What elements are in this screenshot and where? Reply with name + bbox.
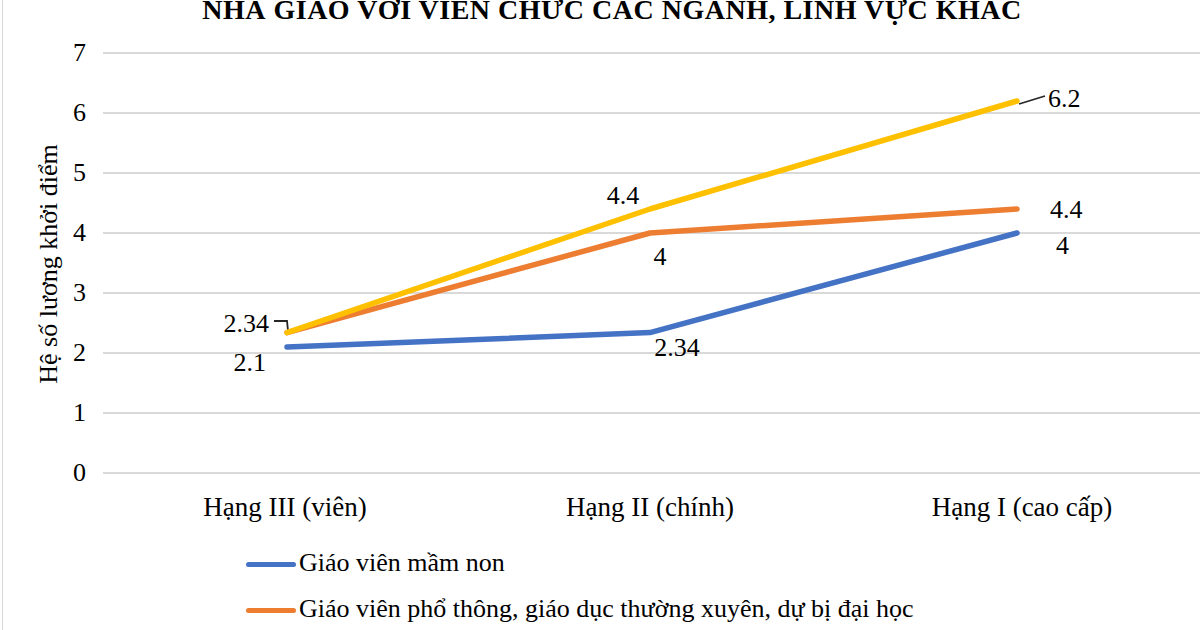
data-label-blue-point1: 2.1 (224, 349, 266, 377)
data-label-blue-point2: 2.34 (652, 334, 702, 362)
data-label-orange-point2: 4 (640, 243, 680, 271)
legend-swatch-orange (246, 608, 296, 613)
data-label-yellow-point3: 6.2 (1048, 85, 1092, 113)
category-label-hang-2: Hạng II (chính) (500, 492, 800, 522)
legend-swatch-blue (246, 562, 296, 567)
legend-item-mam-non: Giáo viên mầm non (0, 546, 1200, 586)
legend-label-mam-non: Giáo viên mầm non (299, 548, 505, 578)
data-label-blue-point3: 4 (1056, 232, 1086, 260)
data-label-orange-point1: 2.34 (219, 310, 269, 338)
legend-label-pho-thong: Giáo viên phổ thông, giáo dục thường xuy… (299, 594, 914, 624)
data-label-yellow-point2: 4.4 (603, 182, 643, 210)
category-label-hang-1: Hạng I (cao cấp) (872, 492, 1172, 522)
leader-line-first-point (274, 321, 288, 331)
leader-line-6-2 (1019, 96, 1045, 104)
chart-container: NHÀ GIÁO VỚI VIÊN CHỨC CÁC NGÀNH, LĨNH V… (0, 0, 1200, 630)
plot-area (0, 0, 1200, 630)
data-label-orange-point3: 4.4 (1050, 196, 1094, 224)
category-label-hang-3: Hạng III (viên) (135, 492, 435, 522)
legend-item-pho-thong: Giáo viên phổ thông, giáo dục thường xuy… (0, 592, 1200, 630)
